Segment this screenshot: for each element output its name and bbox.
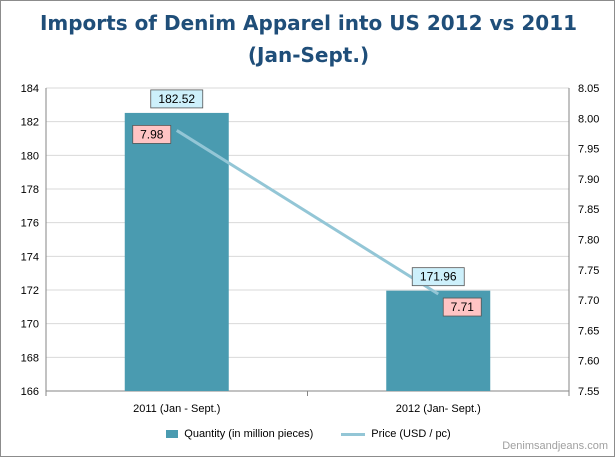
y-left-tick-label: 166: [21, 386, 39, 398]
legend: Quantity (in million pieces) Price (USD …: [1, 428, 615, 440]
price-data-label-box: [442, 297, 482, 317]
legend-label-price: Price (USD / pc): [371, 428, 451, 440]
y-left-tick-label: 174: [21, 251, 39, 263]
y-right-tick-label: 7.85: [578, 204, 599, 216]
y-right-tick-label: 7.95: [578, 144, 599, 156]
y-right-tick-label: 7.80: [578, 235, 599, 247]
legend-item-price: Price (USD / pc): [341, 428, 451, 440]
legend-swatch-bar: [166, 430, 179, 438]
y-left-tick-label: 184: [21, 83, 39, 95]
y-left-tick-label: 182: [21, 117, 39, 129]
y-left-tick-label: 172: [21, 285, 39, 297]
legend-swatch-line: [341, 432, 366, 436]
watermark: Denimsandjeans.com: [502, 440, 608, 452]
y-right-tick-label: 7.70: [578, 295, 599, 307]
bar-data-label-box: [150, 89, 204, 109]
y-right-tick-label: 8.05: [578, 83, 599, 95]
legend-item-quantity: Quantity (in million pieces): [166, 428, 313, 440]
y-right-tick-label: 7.90: [578, 174, 599, 186]
price-data-label: 7.98: [140, 127, 164, 141]
bar-data-label: 182.52: [158, 92, 195, 106]
x-tick-label: 2011 (Jan - Sept.): [133, 403, 220, 415]
x-tick-label: 2012 (Jan- Sept.): [396, 403, 481, 415]
chart-title-line-2: (Jan-Sept.): [247, 43, 370, 67]
chart-title-line-1: Imports of Denim Apparel into US 2012 vs…: [39, 11, 578, 35]
y-left-tick-label: 180: [21, 150, 39, 162]
bar-data-label: 171.96: [420, 270, 457, 284]
y-left-tick-label: 176: [21, 218, 39, 230]
bar: [124, 112, 229, 391]
bar-data-label-box: [411, 267, 465, 287]
y-left-tick-label: 170: [21, 319, 39, 331]
price-line: [175, 129, 440, 296]
chart-title: Imports of Denim Apparel into US 2012 vs…: [1, 7, 615, 71]
y-right-tick-label: 8.00: [578, 113, 599, 125]
y-left-tick-label: 168: [21, 352, 39, 364]
y-right-tick-label: 7.75: [578, 265, 599, 277]
y-right-tick-label: 7.55: [578, 386, 599, 398]
price-data-label: 7.71: [451, 300, 475, 314]
price-data-label-box: [132, 125, 172, 144]
y-right-tick-label: 7.60: [578, 356, 599, 368]
legend-label-quantity: Quantity (in million pieces): [184, 428, 314, 440]
y-left-tick-label: 178: [21, 184, 39, 196]
y-right-tick-label: 7.65: [578, 325, 599, 337]
